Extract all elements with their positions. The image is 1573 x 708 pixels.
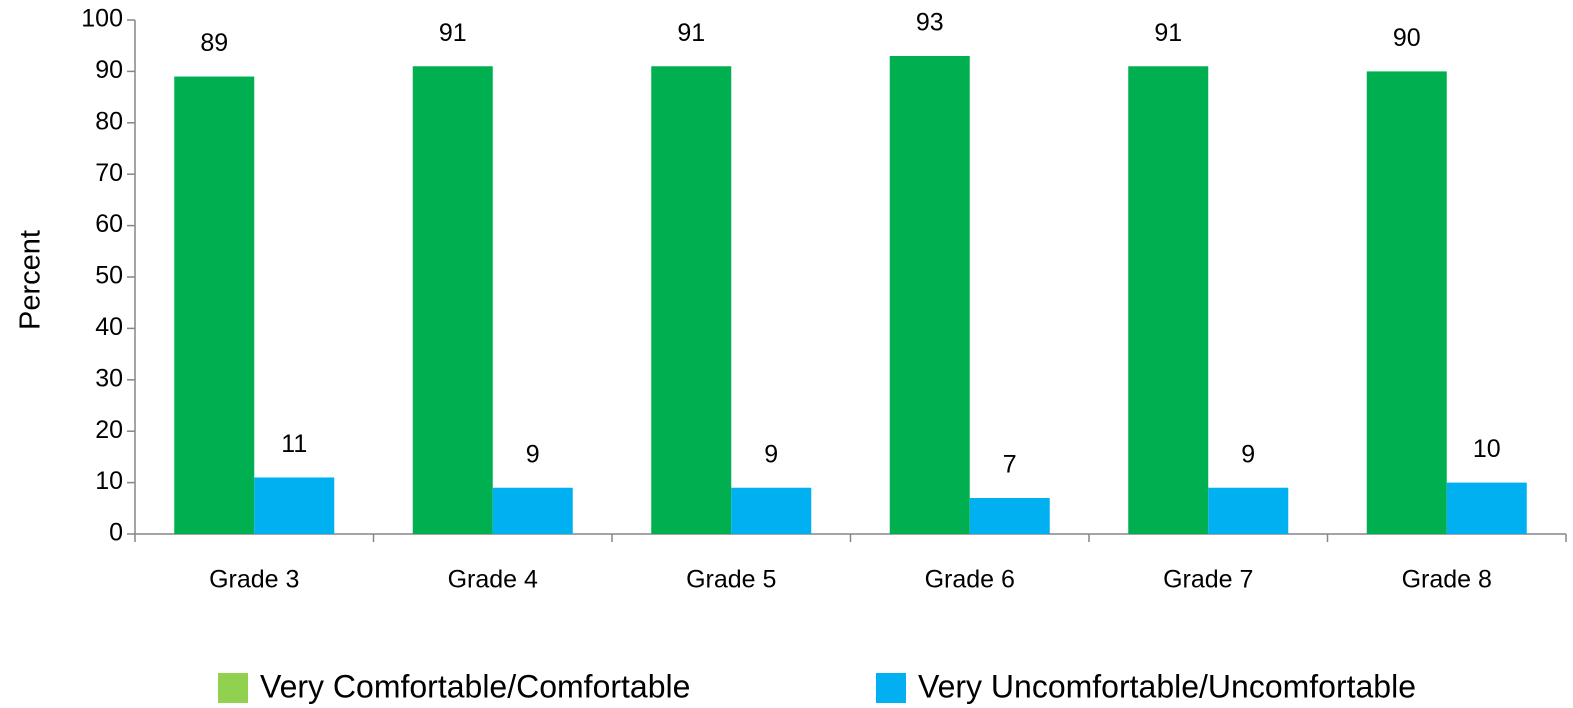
- bar: [1366, 71, 1447, 535]
- legend-label: Very Comfortable/Comfortable: [260, 668, 690, 704]
- y-axis-label: Percent: [15, 230, 47, 330]
- bar: [254, 477, 335, 534]
- bar: [651, 66, 732, 534]
- bar: [731, 487, 812, 534]
- y-tick-label: 0: [109, 519, 123, 547]
- bar: [889, 55, 970, 534]
- y-tick-label: 20: [95, 416, 123, 444]
- bar: [1446, 482, 1527, 534]
- data-label: 9: [1241, 440, 1255, 468]
- legend-swatch: [876, 673, 906, 703]
- y-tick-label: 40: [95, 313, 123, 341]
- legend-label: Very Uncomfortable/Uncomfortable: [918, 668, 1416, 704]
- x-tick-label: Grade 5: [686, 566, 776, 594]
- bar: [1208, 487, 1289, 534]
- bar: [492, 487, 573, 534]
- y-tick-label: 10: [95, 467, 123, 495]
- y-tick-label: 60: [95, 210, 123, 238]
- x-tick-label: Grade 6: [925, 566, 1015, 594]
- data-label: 9: [764, 440, 778, 468]
- data-label: 10: [1473, 435, 1501, 463]
- data-label: 9: [526, 440, 540, 468]
- data-label: 89: [200, 29, 228, 57]
- y-tick-label: 90: [95, 56, 123, 84]
- legend-swatch: [218, 673, 248, 703]
- y-tick-label: 30: [95, 364, 123, 392]
- data-label: 91: [439, 19, 467, 47]
- x-tick-label: Grade 4: [448, 566, 538, 594]
- bar: [412, 66, 493, 534]
- y-tick-label: 80: [95, 107, 123, 135]
- data-label: 11: [281, 430, 307, 458]
- x-tick-label: Grade 7: [1163, 566, 1253, 594]
- y-tick-label: 50: [95, 262, 123, 290]
- x-tick-label: Grade 3: [209, 566, 299, 594]
- bar: [174, 76, 255, 534]
- data-label: 93: [916, 9, 944, 37]
- data-label: 91: [677, 19, 705, 47]
- x-tick-label: Grade 8: [1402, 566, 1492, 594]
- y-tick-label: 100: [81, 5, 123, 33]
- data-label: 7: [1003, 451, 1017, 479]
- bar: [969, 498, 1050, 534]
- data-label: 90: [1393, 24, 1421, 52]
- bar: [1128, 66, 1209, 534]
- data-label: 91: [1154, 19, 1182, 47]
- y-tick-label: 70: [95, 159, 123, 187]
